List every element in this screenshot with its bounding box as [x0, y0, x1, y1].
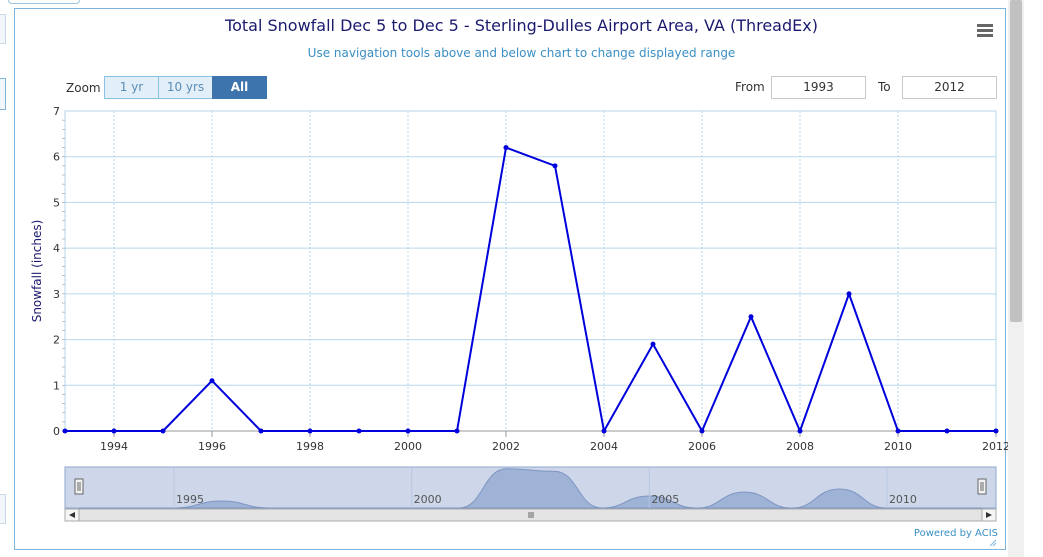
zoom-label: Zoom	[66, 81, 101, 95]
x-tick-label: 2010	[884, 440, 912, 453]
left-tab[interactable]	[0, 14, 6, 44]
data-point	[209, 378, 215, 384]
chevron-left-icon	[69, 512, 75, 518]
navigator-tick-label: 2010	[889, 493, 917, 506]
page-scrollbar[interactable]	[1008, 0, 1024, 557]
data-point	[993, 428, 999, 434]
data-point	[601, 428, 607, 434]
navigator[interactable]: 1995 2000 2005 2010	[64, 466, 997, 547]
x-tick-label: 2002	[492, 440, 520, 453]
zoom-10yrs-button[interactable]: 10 yrs	[158, 76, 213, 99]
x-tick-label: 1994	[100, 440, 128, 453]
powered-by-credit[interactable]: Powered by ACIS	[913, 528, 998, 539]
x-tick-label: 2000	[394, 440, 422, 453]
data-point	[552, 163, 558, 169]
from-label: From	[735, 80, 765, 94]
left-tab[interactable]	[0, 494, 6, 524]
series-line	[65, 146, 996, 434]
data-point	[846, 291, 852, 297]
navigator-handle[interactable]	[74, 478, 84, 495]
navigator-tick-label: 2005	[651, 493, 679, 506]
zoom-all-button[interactable]: All	[212, 76, 267, 99]
y-tick-label: 4	[53, 242, 60, 255]
data-point	[503, 145, 509, 151]
data-point	[307, 428, 313, 434]
y-tick-label: 5	[53, 196, 60, 209]
data-point	[650, 341, 656, 347]
y-tick-label: 7	[53, 105, 60, 118]
left-edge	[0, 0, 6, 557]
left-tab-active[interactable]	[0, 78, 6, 110]
x-tick-label: 2004	[590, 440, 618, 453]
to-date-input[interactable]: 2012	[902, 76, 997, 99]
chart-subtitle: Use navigation tools above and below cha…	[307, 46, 736, 60]
x-tick-label: 2006	[688, 440, 716, 453]
data-point	[258, 428, 264, 434]
axis-layer: 0 1 2 3 4 5 6 7 1994 1996 1998 2000 2002 2004 2006 2008…	[53, 105, 1010, 453]
navigator-series-area	[79, 468, 982, 509]
y-tick-label: 2	[53, 334, 60, 347]
data-point	[62, 428, 68, 434]
zoom-1yr-button[interactable]: 1 yr	[104, 76, 159, 99]
y-tick-label: 3	[53, 288, 60, 301]
navigator-handle[interactable]	[977, 478, 987, 495]
data-point	[748, 314, 754, 320]
hamburger-menu-icon[interactable]	[977, 24, 993, 38]
chevron-right-icon	[986, 512, 992, 518]
x-tick-label: 2012	[982, 440, 1010, 453]
plot-area-border	[64, 110, 997, 432]
data-point	[895, 428, 901, 434]
x-tick-label: 1998	[296, 440, 324, 453]
navigator-tick-label: 1995	[176, 493, 204, 506]
chart-title: Total Snowfall Dec 5 to Dec 5 - Sterling…	[225, 16, 818, 35]
data-point	[454, 428, 460, 434]
series-layer	[62, 145, 999, 434]
x-tick-label: 2008	[786, 440, 814, 453]
data-point	[111, 428, 117, 434]
data-point	[699, 428, 705, 434]
y-tick-label: 0	[53, 425, 60, 438]
x-tick-label: 1996	[198, 440, 226, 453]
data-point	[797, 428, 803, 434]
grid-layer	[64, 110, 997, 432]
from-date-input[interactable]: 1993	[771, 76, 866, 99]
data-point	[405, 428, 411, 434]
y-tick-label: 6	[53, 151, 60, 164]
data-point	[944, 428, 950, 434]
y-tick-label: 1	[53, 379, 60, 392]
data-point	[356, 428, 362, 434]
data-point	[160, 428, 166, 434]
navigator-tick-label: 2000	[414, 493, 442, 506]
to-label: To	[878, 80, 891, 94]
resize-grip-icon	[989, 539, 997, 547]
page-scrollbar-thumb[interactable]	[1010, 0, 1022, 322]
